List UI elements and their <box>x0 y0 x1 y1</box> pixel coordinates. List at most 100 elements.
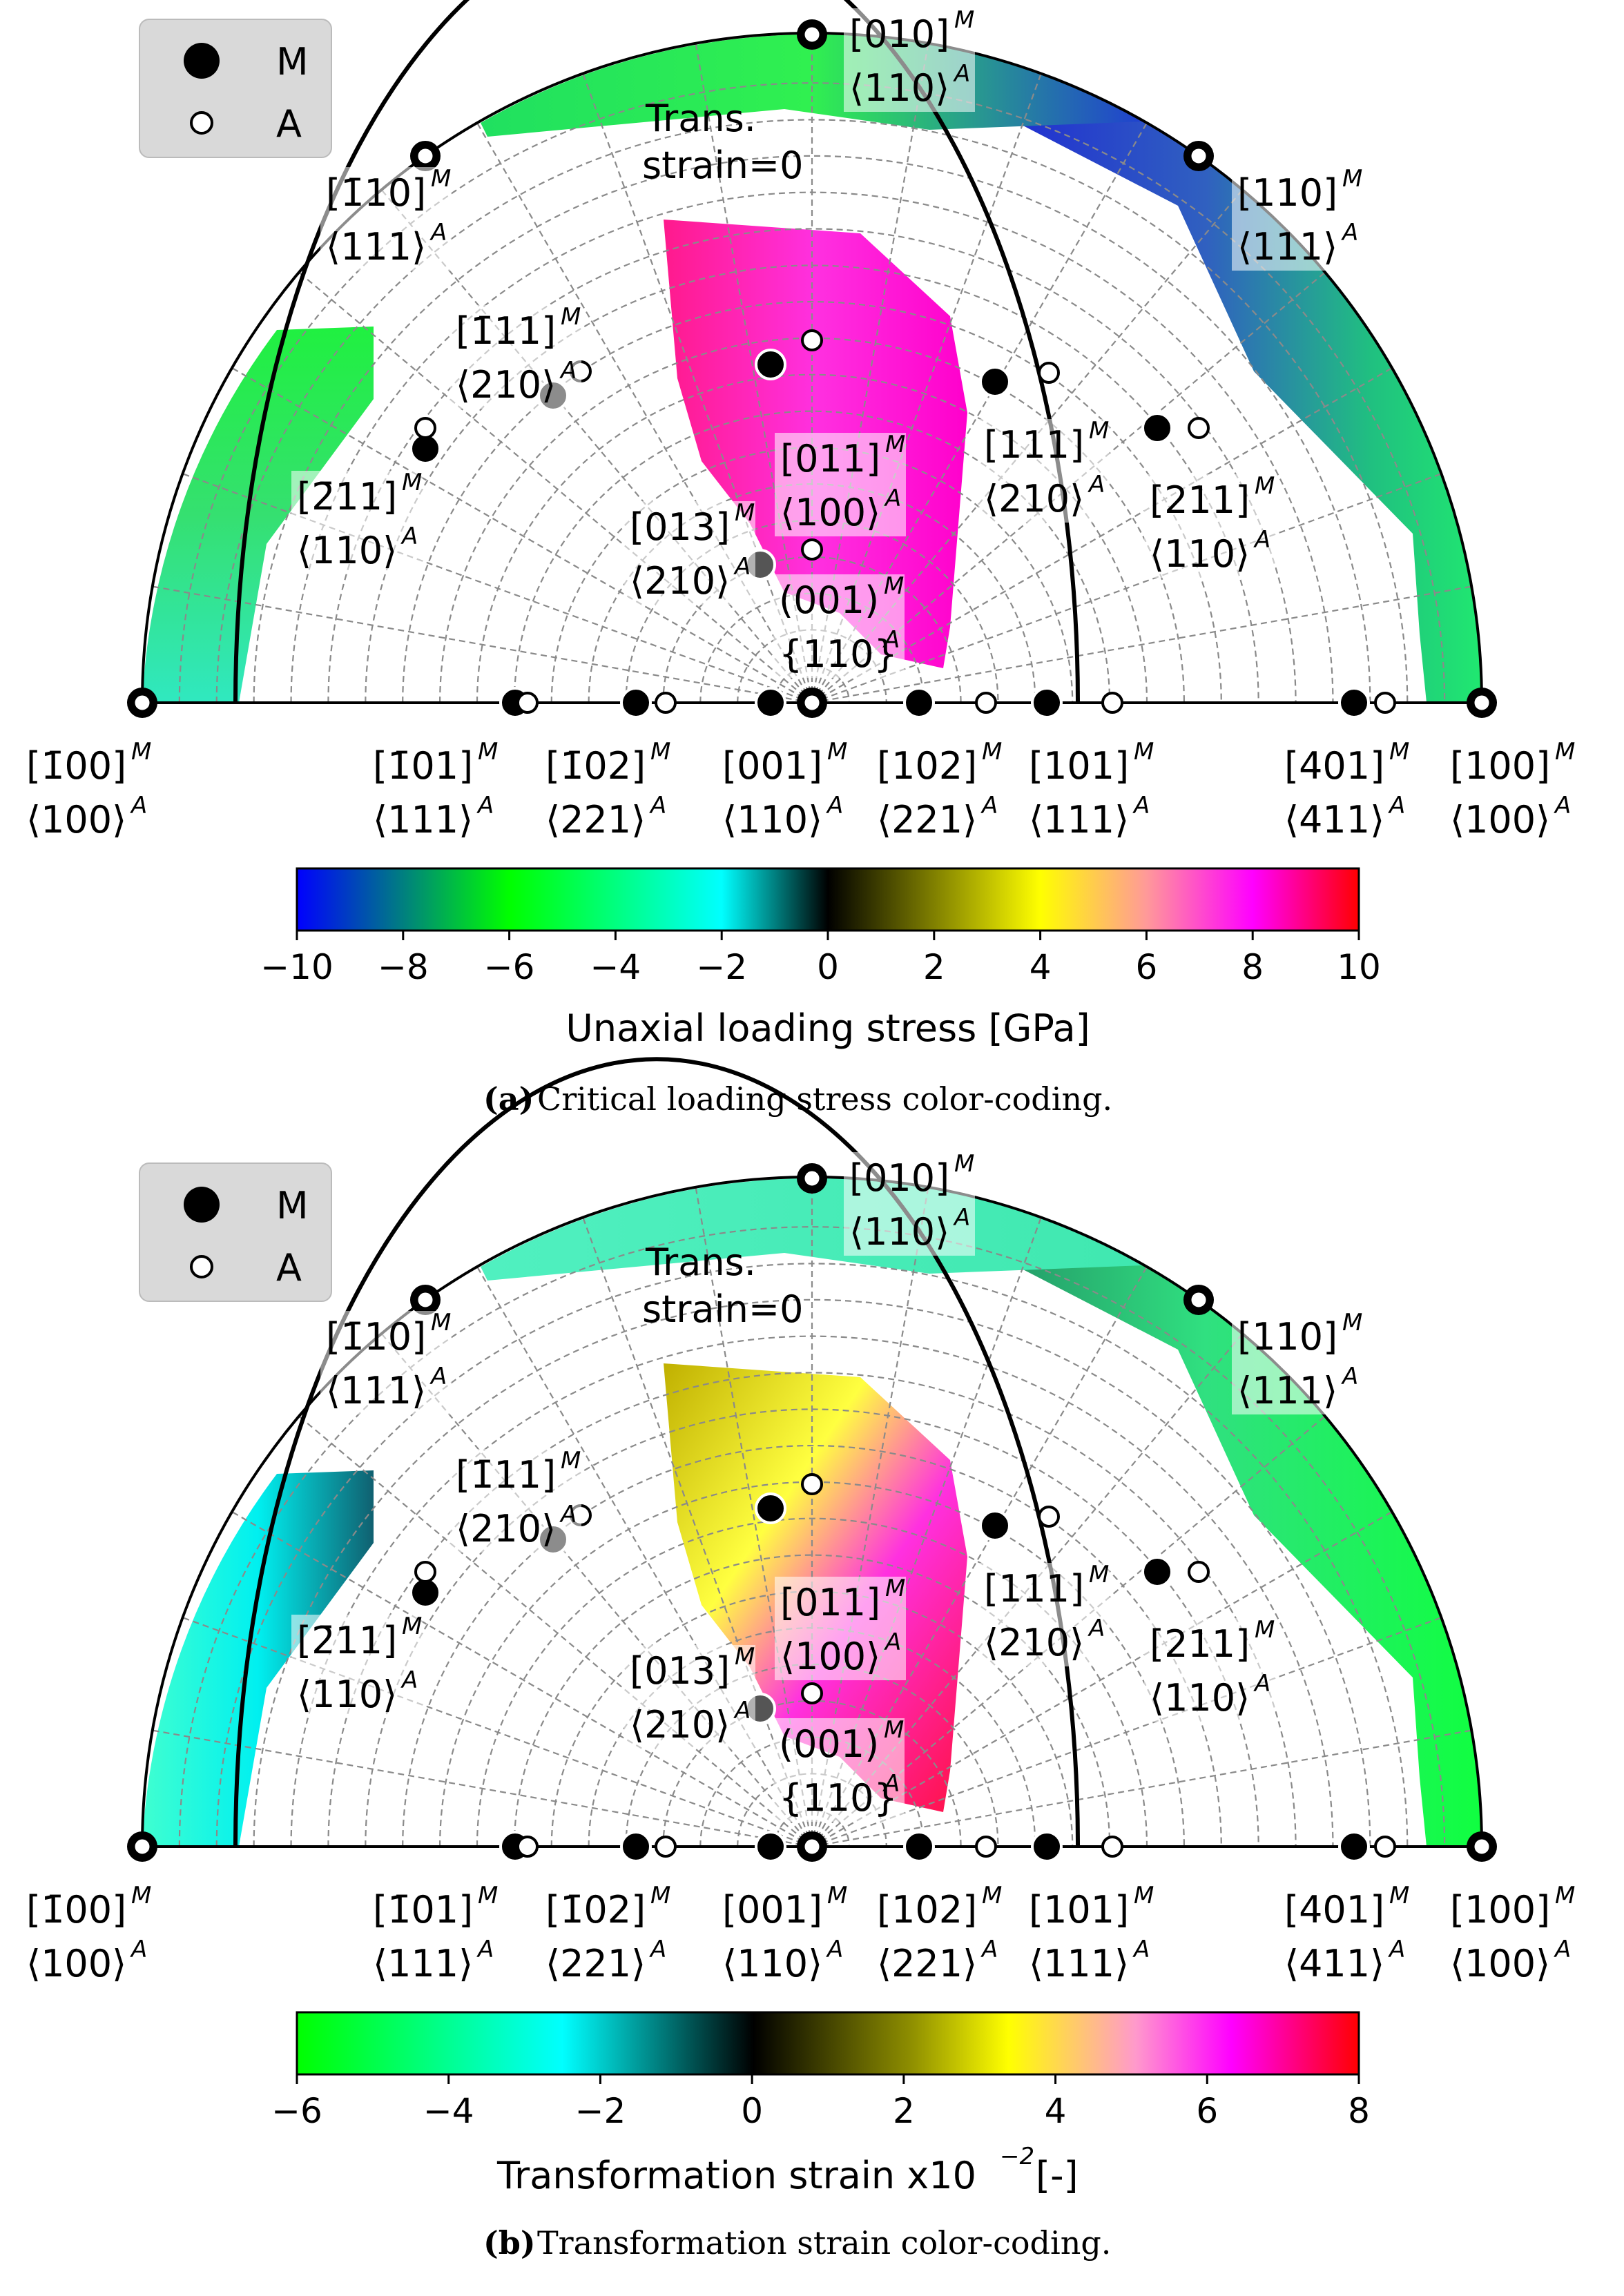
colorbar-title-unit: [-] <box>1036 2154 1079 2197</box>
direction-sup-A: A <box>1253 1670 1270 1697</box>
colorbar-tick-label: −4 <box>423 2091 474 2131</box>
direction-label-M: [1̄10] <box>326 1315 426 1359</box>
legend-label-A: A <box>276 102 302 146</box>
direction-sup-A: A <box>1388 792 1405 819</box>
direction-label-A: ⟨110⟩ <box>722 798 822 841</box>
legend-label-A: A <box>276 1246 302 1290</box>
direction-label-M: [1̄02] <box>545 1888 646 1932</box>
direction-label-bg <box>1023 740 1154 844</box>
direction-label-A: ⟨411⟩ <box>1284 798 1384 841</box>
direction-sup-M: M <box>1134 1882 1154 1909</box>
zero-strain-curve <box>233 1057 1080 1847</box>
direction-sup-M: M <box>1555 738 1575 766</box>
direction-label-M: [100] <box>1450 744 1550 788</box>
direction-label-M: [401] <box>1284 744 1384 788</box>
direction-sup-A: A <box>733 1697 751 1724</box>
direction-label-A: ⟨221⟩ <box>877 1942 977 1985</box>
colorbar-title: Unaxial loading stress [GPa] <box>566 1006 1090 1050</box>
colorbar-tick-label: −6 <box>484 947 535 987</box>
marker-M <box>755 1831 786 1862</box>
left-color-region <box>142 327 374 703</box>
direction-sup-A: A <box>1341 219 1358 246</box>
direction-label-A: ⟨111⟩ <box>1029 798 1129 841</box>
colorbar-tick-label: −4 <box>590 947 641 987</box>
direction-label-bg <box>1232 1311 1363 1414</box>
grid-ray <box>182 1617 813 1848</box>
direction-label-A: ⟨100⟩ <box>26 1942 126 1985</box>
direction-label-A: ⟨221⟩ <box>877 798 977 841</box>
direction-label-A: ⟨100⟩ <box>780 1635 880 1678</box>
direction-label-bg <box>1232 167 1363 271</box>
trans-strain-label: Trans. <box>645 97 756 140</box>
caption-tag: (b) <box>483 2224 536 2261</box>
direction-sup-M: M <box>1089 417 1109 445</box>
grid-ray <box>298 271 813 703</box>
direction-label-M: [1̄10] <box>326 171 426 215</box>
direction-sup-A: A <box>1554 792 1571 819</box>
direction-label-M: [102] <box>877 1888 977 1932</box>
direction-label-A: ⟨111⟩ <box>1029 1942 1129 1985</box>
direction-label-bg <box>320 167 452 271</box>
marker-A <box>1038 1506 1060 1528</box>
direction-sup-M: M <box>1555 1882 1575 1909</box>
grid-ray <box>811 367 1393 703</box>
panel-a: [1̄00] M⟨100⟩ A[1̄01] M⟨111⟩ A[1̄02] M⟨221⟩ A[… <box>21 0 1576 1118</box>
direction-sup-M: M <box>1389 1882 1409 1909</box>
direction-sup-M: M <box>431 1309 451 1336</box>
direction-sup-M: M <box>1389 738 1409 766</box>
direction-label-bg <box>773 574 905 678</box>
marker-A <box>802 25 822 44</box>
direction-label-bg <box>1144 474 1275 578</box>
grid-ray <box>811 1617 1442 1848</box>
direction-label-bg <box>291 471 423 574</box>
direction-label-A: ⟨111⟩ <box>373 1942 473 1985</box>
direction-sup-M: M <box>402 1613 422 1640</box>
direction-sup-M: M <box>1255 1616 1275 1644</box>
direction-sup-M: M <box>1255 472 1275 500</box>
grid-ray <box>811 1729 1472 1848</box>
direction-sup-A: A <box>559 1501 577 1528</box>
zero-strain-curve <box>233 0 1080 703</box>
direction-label-bg <box>1444 1884 1576 1987</box>
marker-A <box>802 693 822 712</box>
direction-sup-M: M <box>982 738 1002 766</box>
direction-sup-A: A <box>826 1936 843 1963</box>
direction-label-M: [013] <box>630 505 730 549</box>
legend-marker-A <box>190 1255 213 1278</box>
marker-A <box>133 1837 152 1856</box>
trans-strain-label: strain=0 <box>642 1287 803 1331</box>
marker-M <box>620 1831 652 1862</box>
direction-label-M: [102] <box>877 744 977 788</box>
grid-ray <box>231 1511 813 1847</box>
direction-sup-M: M <box>982 1882 1002 1909</box>
grid-ray <box>695 1187 813 1847</box>
direction-sup-M: M <box>402 469 422 496</box>
direction-sup-M: M <box>561 1447 581 1475</box>
direction-label-A: ⟨110⟩ <box>849 66 949 110</box>
colorbar-tick-label: 4 <box>1030 947 1052 987</box>
trans-strain-label: strain=0 <box>642 144 803 187</box>
direction-label-M: [110] <box>1237 171 1337 215</box>
direction-label-A: ⟨110⟩ <box>722 1942 822 1985</box>
direction-sup-A: A <box>476 792 494 819</box>
legend-label-M: M <box>276 40 309 84</box>
direction-sup-M: M <box>885 1575 905 1602</box>
marker-M <box>755 687 786 719</box>
direction-label-A: ⟨110⟩ <box>297 529 397 572</box>
direction-sup-M: M <box>650 738 670 766</box>
direction-label-M: [010] <box>849 1156 949 1200</box>
direction-sup-A: A <box>429 1363 447 1390</box>
direction-label-A: ⟨111⟩ <box>1237 225 1337 269</box>
direction-label-A: ⟨411⟩ <box>1284 1942 1384 1985</box>
direction-sup-A: A <box>1088 471 1105 498</box>
grid-ray <box>152 585 813 704</box>
direction-sup-A: A <box>400 523 418 550</box>
direction-label-M: [111] <box>984 1567 1084 1611</box>
colorbar-tick-label: 10 <box>1337 947 1381 987</box>
direction-label-A: ⟨110⟩ <box>297 1673 397 1716</box>
marker-M <box>755 349 786 380</box>
direction-sup-A: A <box>953 60 970 88</box>
direction-sup-M: M <box>885 431 905 458</box>
marker-M <box>903 1831 935 1862</box>
